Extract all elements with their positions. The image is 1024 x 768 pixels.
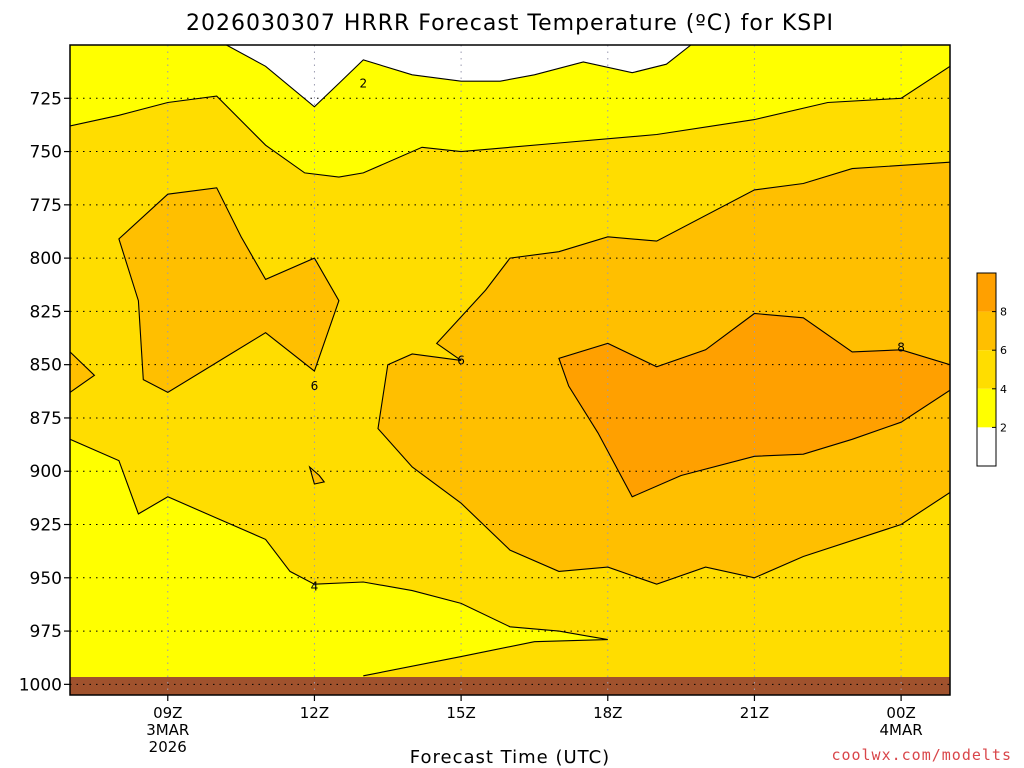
colorbar-label: 2 xyxy=(1000,421,1007,434)
y-tick-label: 775 xyxy=(30,196,62,216)
chart-title: 2026030307 HRRR Forecast Temperature (ºC… xyxy=(186,11,834,36)
contour-lines xyxy=(70,45,950,677)
contour-line-8 xyxy=(558,312,950,498)
x-tick-sublabel: 4MAR xyxy=(880,721,923,739)
contour-line-4 xyxy=(70,438,608,677)
x-tick-label: 12Z xyxy=(300,704,329,722)
y-tick-label: 925 xyxy=(30,516,62,536)
contour-line-6 xyxy=(377,161,950,585)
y-tick-label: 850 xyxy=(30,356,62,376)
plot-frame xyxy=(69,44,951,696)
y-tick-label: 725 xyxy=(30,89,62,109)
fill-band-8-10 xyxy=(558,313,950,497)
contour-line-2 xyxy=(70,65,950,178)
x-tick-label: 00Z xyxy=(886,704,915,722)
contour-label: 4 xyxy=(311,579,319,593)
colorbar-bin xyxy=(977,427,996,466)
contour-label: 6 xyxy=(457,353,465,367)
y-tick-label: 825 xyxy=(30,302,62,322)
colorbar-label: 8 xyxy=(1000,306,1007,319)
contour-fills xyxy=(70,45,950,695)
fill-band-6-8-edge xyxy=(70,351,95,393)
credit-text: coolwx.com/modelts xyxy=(831,746,1012,764)
surface-band xyxy=(70,677,950,695)
colorbar-label: 4 xyxy=(1000,383,1007,396)
contour-line-2 xyxy=(226,45,692,108)
x-tick-sublabel: 3MAR xyxy=(146,721,189,739)
colorbar-bin xyxy=(977,388,996,428)
x-axis-label: Forecast Time (UTC) xyxy=(410,747,610,768)
contour-label: 6 xyxy=(311,379,319,393)
data-space xyxy=(70,45,950,695)
y-tick-label: 1000 xyxy=(19,675,62,695)
y-tick-label: 975 xyxy=(30,622,62,642)
y-tick-label: 800 xyxy=(30,249,62,269)
x-tick-label: 21Z xyxy=(740,704,769,722)
contour-line-6 xyxy=(118,187,340,394)
y-tick-label: 950 xyxy=(30,569,62,589)
colorbar-bin xyxy=(977,311,996,351)
y-tick-label: 750 xyxy=(30,143,62,163)
fill-band-0-2 xyxy=(226,45,691,107)
contour-labels: 2 4 6 6 8 xyxy=(311,76,905,593)
fill-band-6-8-west xyxy=(118,187,339,393)
y-tick-label: 875 xyxy=(30,409,62,429)
colorbar-bin xyxy=(977,273,996,312)
contour-label: 8 xyxy=(897,341,905,355)
x-tick-label: 15Z xyxy=(446,704,475,722)
colorbar-bin xyxy=(977,350,996,389)
colorbar: 8 6 4 2 xyxy=(976,272,1007,467)
contour-label: 2 xyxy=(360,76,368,90)
x-tick-sublabel: 2026 xyxy=(149,738,187,756)
colorbar-label: 6 xyxy=(1000,344,1007,357)
contour-line-6 xyxy=(308,465,326,485)
y-axis: 725 750 775 800 825 850 875 900 925 950 975 1000 xyxy=(19,89,70,695)
y-tick-label: 900 xyxy=(30,462,62,482)
colorbar-frame xyxy=(976,272,997,467)
plot-area: 2 4 6 6 8 xyxy=(69,44,951,696)
contour-line-6 xyxy=(70,351,96,393)
x-tick-label: 09Z xyxy=(153,704,182,722)
x-tick-label: 18Z xyxy=(593,704,622,722)
